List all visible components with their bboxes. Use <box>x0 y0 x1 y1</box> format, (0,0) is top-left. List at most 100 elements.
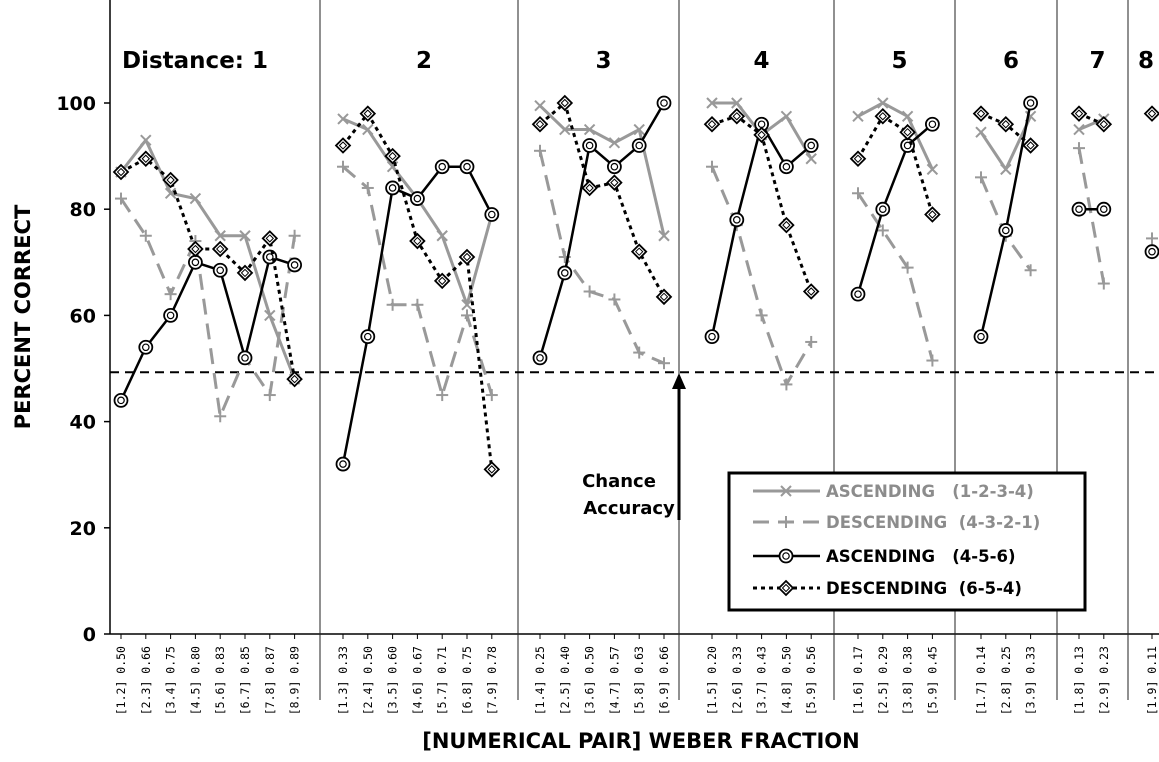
circle-marker <box>459 159 475 175</box>
diamond-marker <box>874 108 892 125</box>
diamond-marker <box>1070 105 1088 122</box>
x-tick-label: [4.5] 0.80 <box>188 646 202 715</box>
y-tick-label: 20 <box>70 518 96 540</box>
circle-marker <box>631 138 647 153</box>
x-tick-label: [2.4] 0.50 <box>361 646 375 715</box>
diamond-marker <box>581 179 598 197</box>
diamond-marker <box>728 108 746 125</box>
chance-arrow-head <box>672 373 686 389</box>
circle-marker <box>138 339 154 355</box>
circle-marker <box>875 201 891 217</box>
x-marker <box>1073 123 1085 136</box>
circle-marker <box>582 138 597 153</box>
x-marker <box>239 230 251 242</box>
diamond-marker <box>630 243 648 260</box>
circle-marker <box>973 329 989 345</box>
legend-label-desc4321: DESCENDING (4-3-2-1) <box>826 513 1040 532</box>
diamond-marker <box>162 171 179 189</box>
x-tick-label: [1.3] 0.33 <box>336 646 350 715</box>
plus-marker <box>658 357 670 370</box>
x-tick-label: [4.7] 0.57 <box>607 646 621 715</box>
circle-marker <box>925 116 940 132</box>
x-marker <box>1000 163 1012 176</box>
x-tick-label: [6.7] 0.85 <box>238 646 252 715</box>
diamond-marker <box>409 232 426 250</box>
diamond-marker <box>483 461 501 478</box>
circle-marker <box>1096 201 1112 217</box>
diamond-marker <box>655 288 673 306</box>
diamond-marker <box>802 283 820 300</box>
diamond-marker <box>703 115 721 133</box>
diamond-marker <box>261 230 279 247</box>
x-marker <box>926 163 939 176</box>
series-line-desc4321 <box>710 166 813 386</box>
panel-label: 8 <box>1138 48 1154 74</box>
x-marker <box>877 97 889 109</box>
x-tick-label: [3.7] 0.43 <box>755 646 769 715</box>
x-tick-label: [7.8] 0.87 <box>263 646 277 715</box>
y-tick-label: 40 <box>70 412 96 434</box>
circle-marker <box>287 257 303 273</box>
x-tick-label: [3.9] 0.33 <box>1024 646 1038 715</box>
x-tick-label: [4.8] 0.50 <box>779 646 793 715</box>
circle-marker <box>607 159 622 175</box>
x-marker <box>140 134 152 146</box>
diamond-marker <box>359 105 377 122</box>
diamond-marker <box>997 115 1015 133</box>
plus-marker <box>1073 142 1085 155</box>
series-line-asc1234 <box>119 138 296 380</box>
x-tick-label: [7.9] 0.78 <box>485 646 499 715</box>
x-tick-label: [3.6] 0.50 <box>583 646 597 715</box>
diamond-marker <box>211 240 229 258</box>
series-line-asc456 <box>856 123 934 295</box>
x-tick-label: [3.8] 0.38 <box>901 646 915 715</box>
x-marker <box>559 123 571 136</box>
x-tick-label: [2.6] 0.33 <box>730 646 744 715</box>
x-tick-label: [5.6] 0.83 <box>213 646 227 715</box>
diamond-marker <box>334 137 352 154</box>
circle-marker <box>704 329 720 345</box>
series-line-desc654 <box>856 114 934 215</box>
x-tick-label: [5.8] 0.63 <box>632 646 646 715</box>
y-tick-label: 100 <box>56 93 96 115</box>
x-marker <box>583 123 596 136</box>
x-marker <box>731 97 743 109</box>
x-marker <box>901 110 914 122</box>
plus-marker <box>608 293 621 306</box>
x-tick-label: [5.9] 0.45 <box>925 646 939 715</box>
series-line-asc1234 <box>538 104 666 237</box>
x-marker <box>461 299 473 311</box>
y-axis-title: PERCENT CORRECT <box>11 204 35 429</box>
plus-marker <box>975 171 987 184</box>
text-layer: 0 20 40 60 80 100 Distance: 1 [1.2] 0.50 [2.3] 0… <box>11 48 1159 753</box>
plus-marker <box>461 309 473 322</box>
plus-marker <box>164 288 177 301</box>
chart-frame <box>104 0 1159 700</box>
circle-marker <box>163 307 179 323</box>
legend-label-asc1234: ASCENDING (1-2-3-4) <box>826 482 1034 501</box>
plus-marker <box>288 229 301 242</box>
plus-marker <box>852 187 864 200</box>
legend-label-asc456: ASCENDING (4-5-6) <box>826 547 1015 566</box>
circle-marker <box>237 350 253 366</box>
x-marker <box>337 113 349 125</box>
panel-label: Distance: 1 <box>122 48 268 74</box>
chance-annotation-line1: Chance <box>582 471 656 492</box>
x-marker <box>658 230 670 242</box>
series-line-desc4321 <box>119 197 297 418</box>
diamond-marker <box>778 216 795 234</box>
diamond-marker <box>899 123 916 141</box>
plus-marker <box>386 298 399 311</box>
x-marker <box>852 110 864 122</box>
x-tick-label: [1.7] 0.14 <box>974 646 988 715</box>
series-line-desc4321 <box>1077 147 1106 284</box>
diamond-marker <box>777 579 795 597</box>
x-tick-label: [5.9] 0.56 <box>804 646 818 715</box>
x-marker <box>164 187 177 199</box>
x-tick-label: [4.6] 0.67 <box>410 646 424 715</box>
circle-marker <box>360 329 376 345</box>
circle-marker <box>998 223 1014 238</box>
plus-marker <box>214 410 227 423</box>
x-marker <box>805 153 817 165</box>
x-marker <box>189 192 202 205</box>
